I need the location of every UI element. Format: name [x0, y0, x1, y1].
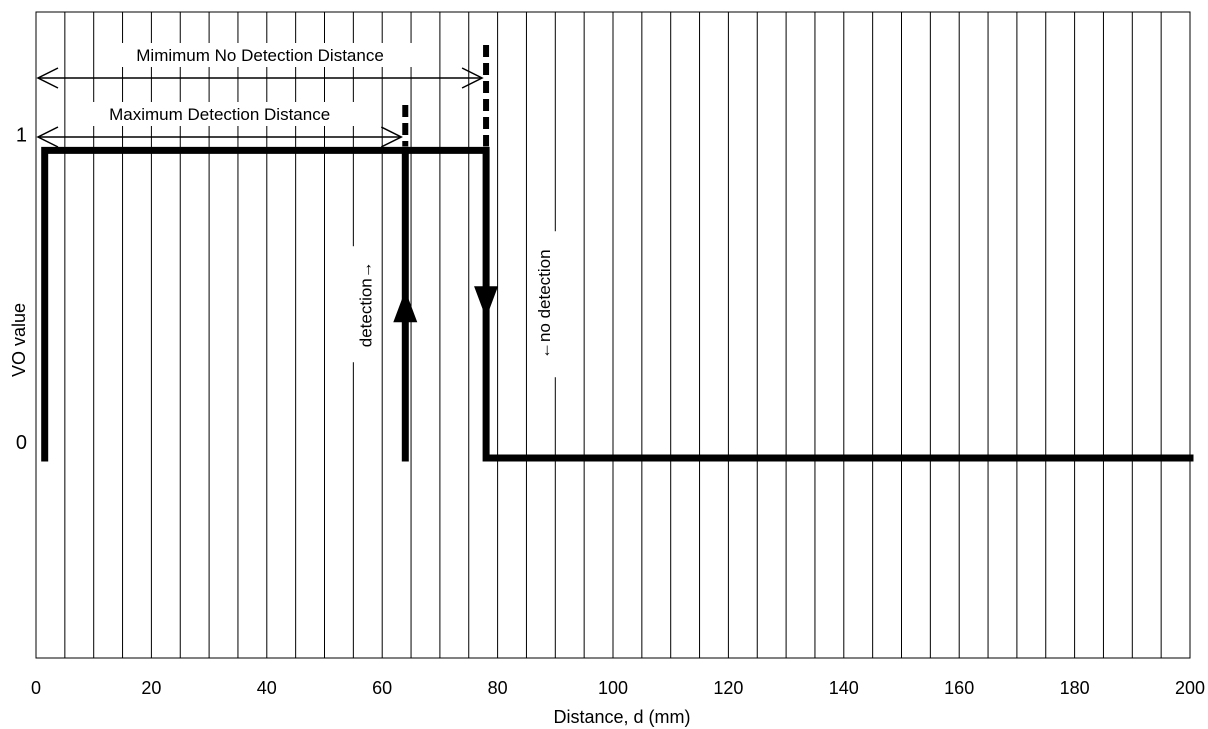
- plot-frame: [35, 11, 1191, 659]
- detection-arrowhead: [393, 290, 418, 323]
- y-tick-label: 1: [16, 124, 27, 146]
- x-tick-label: 180: [1060, 678, 1090, 698]
- maximum-detection-distance-label: Maximum Detection Distance: [109, 105, 330, 124]
- dimension-arrow-right: [380, 126, 403, 148]
- minimum-no-detection-distance-dimension: Mimimum No Detection Distance: [36, 43, 484, 89]
- x-tick-label: 120: [713, 678, 743, 698]
- detection-label-group: detection→: [351, 246, 380, 363]
- x-tick-label: 160: [944, 678, 974, 698]
- state-label-bg: [351, 246, 380, 363]
- maximum-detection-distance-dimension: Maximum Detection Distance: [36, 102, 403, 148]
- detection-label: detection→: [356, 261, 375, 347]
- no-detection-label-group: ←no detection: [530, 231, 559, 378]
- x-tick-label: 200: [1175, 678, 1205, 698]
- annotations: Mimimum No Detection Distance Maximum Det…: [36, 43, 559, 378]
- minimum-no-detection-distance-label: Mimimum No Detection Distance: [136, 46, 384, 65]
- x-tick-label: 40: [257, 678, 277, 698]
- x-tick-label: 100: [598, 678, 628, 698]
- x-tick-label: 80: [488, 678, 508, 698]
- dimension-arrow-left: [36, 67, 59, 89]
- no-detection-arrowhead: [474, 286, 499, 319]
- x-tick-label: 20: [141, 678, 161, 698]
- y-axis-label: VO value: [9, 303, 29, 377]
- x-tick-label: 140: [829, 678, 859, 698]
- x-tick-label: 0: [31, 678, 41, 698]
- x-tick-label: 60: [372, 678, 392, 698]
- threshold-lines: [402, 45, 490, 147]
- dimension-arrow-right: [461, 67, 484, 89]
- y-tick-label: 0: [16, 432, 27, 454]
- dimension-arrow-left: [36, 126, 59, 148]
- state-label-bg: [530, 231, 559, 378]
- series-line: [41, 146, 1194, 462]
- dimension-label-bg: [76, 102, 364, 126]
- axis-tick-labels: 0 20 40 60 80 100 120 140 160 180 200 0 1: [16, 124, 1205, 698]
- x-axis-label: Distance, d (mm): [553, 707, 690, 727]
- vo-step-series: [41, 146, 1194, 462]
- dimension-label-bg: [100, 43, 420, 67]
- no-detection-label: ←no detection: [535, 249, 554, 359]
